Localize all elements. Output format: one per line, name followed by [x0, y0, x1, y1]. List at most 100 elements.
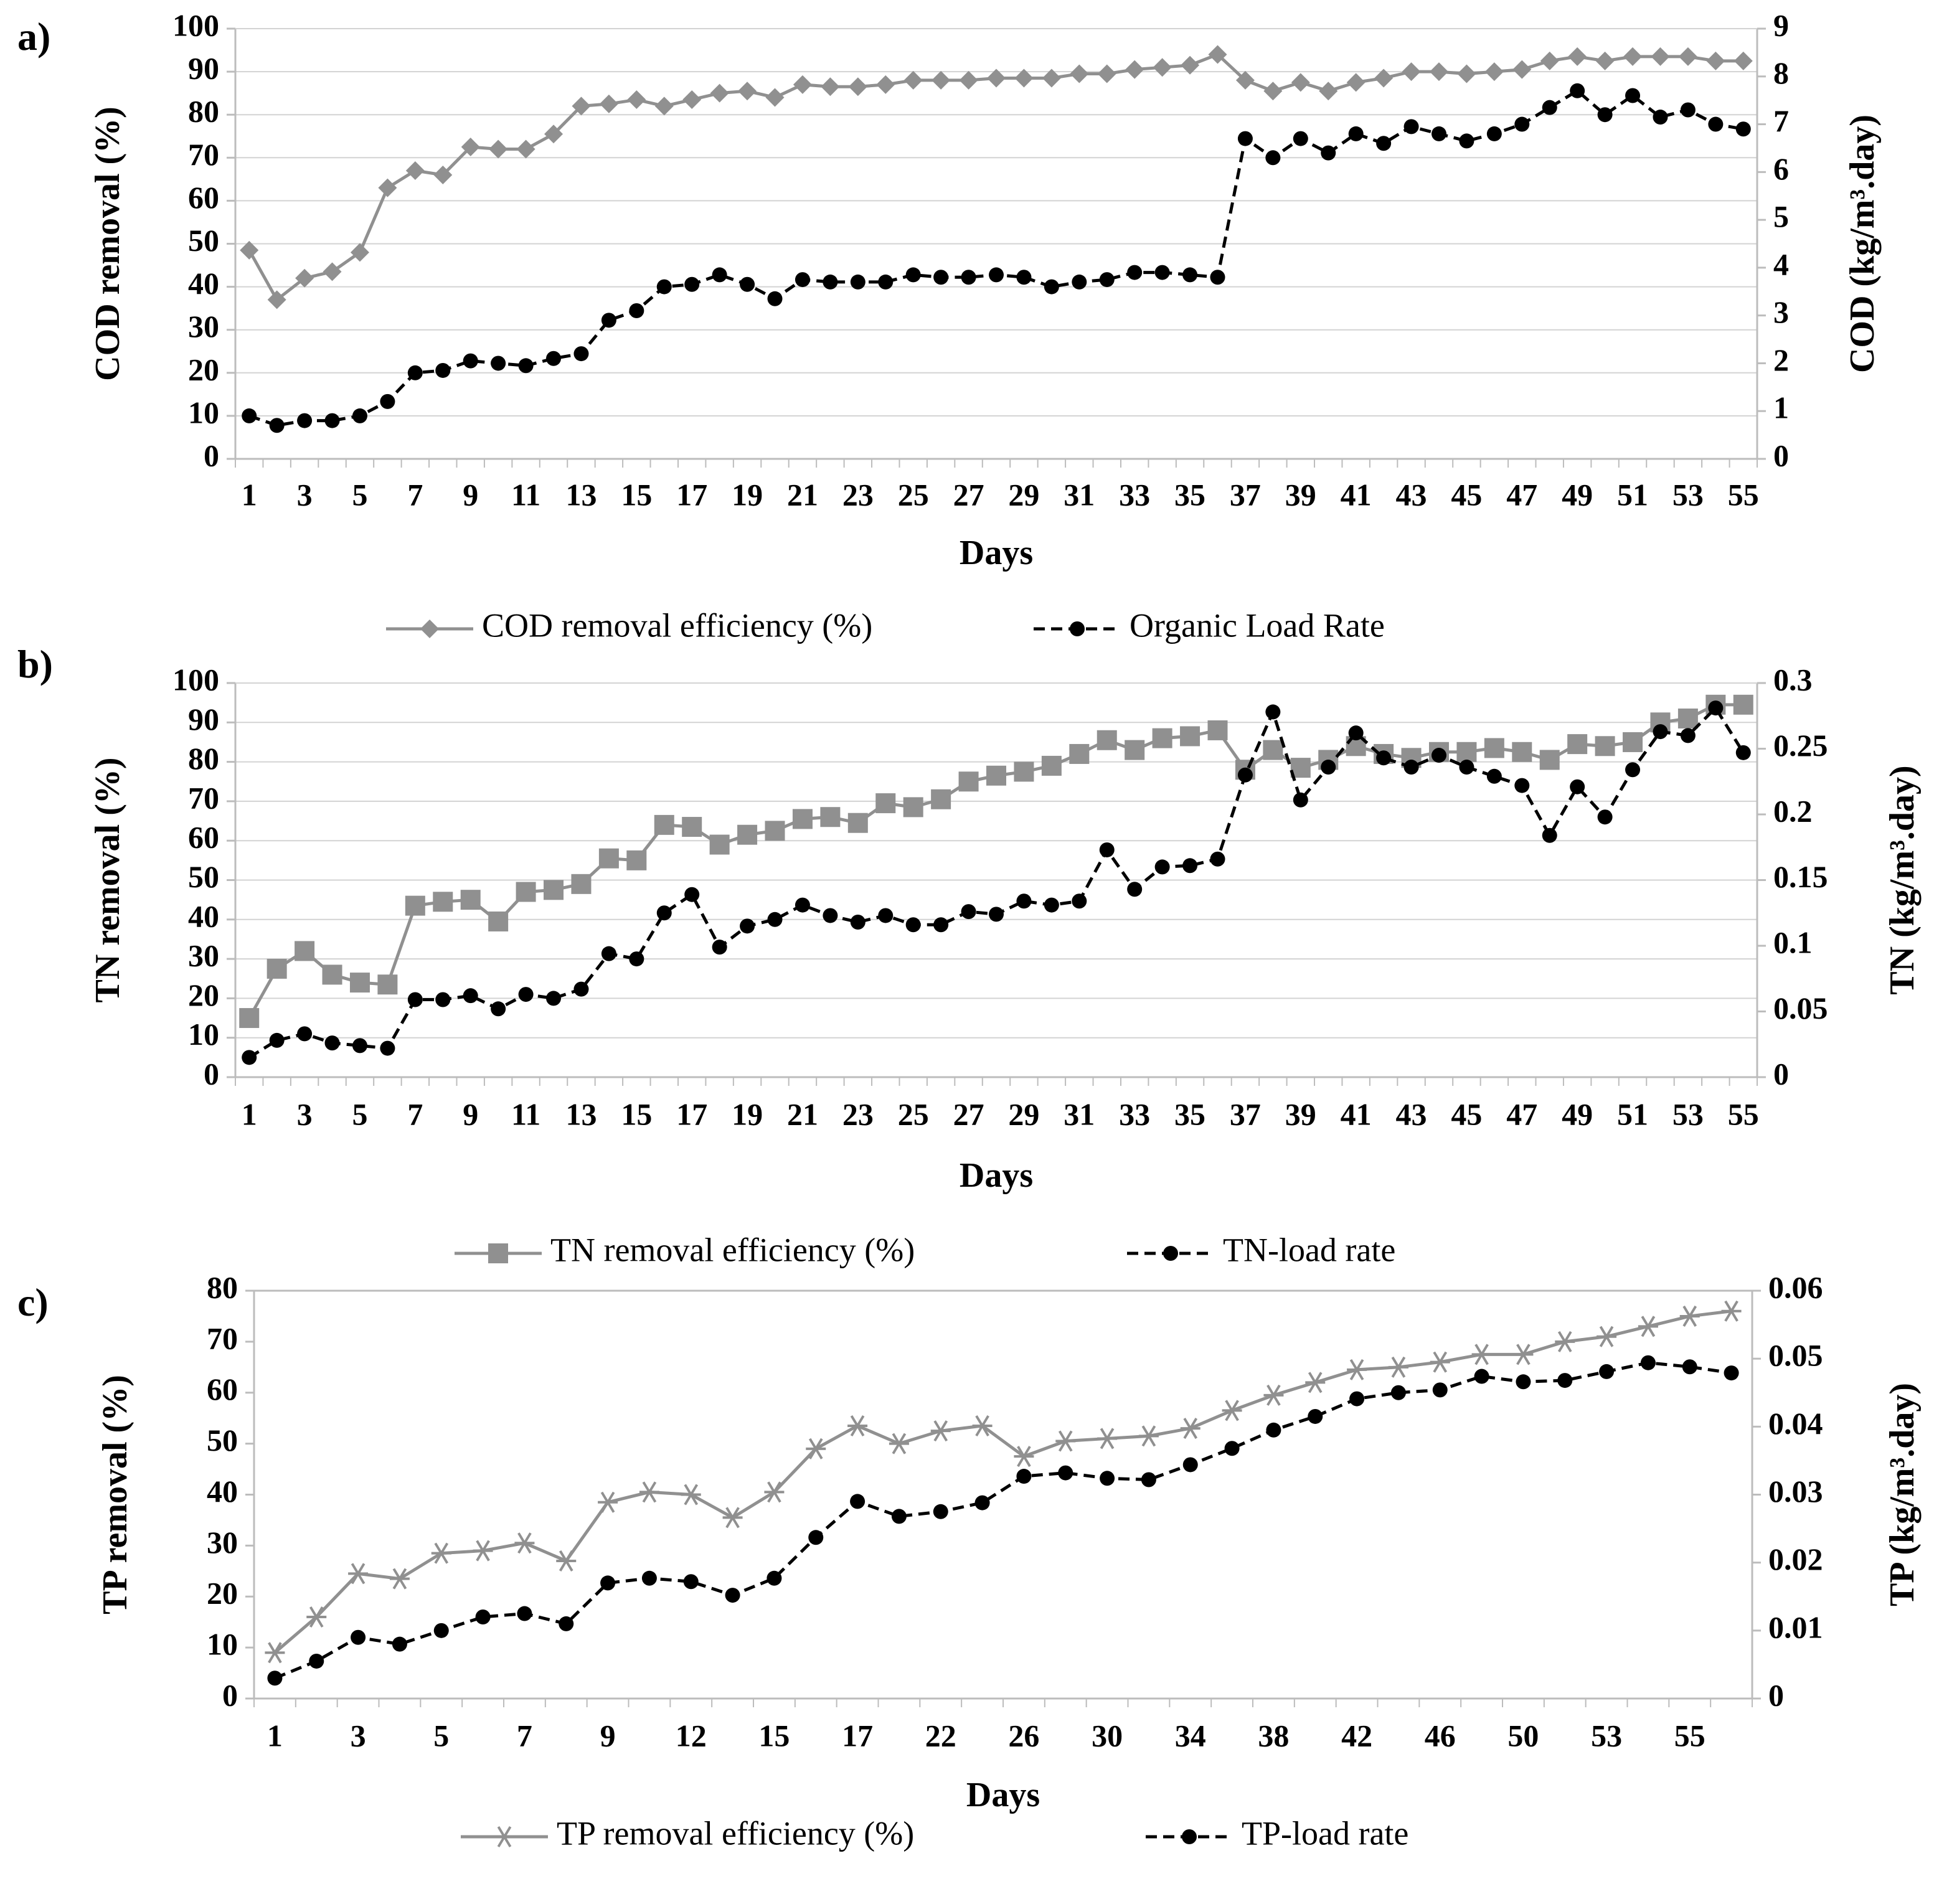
data-point	[1016, 270, 1032, 285]
data-point	[1349, 1391, 1365, 1407]
data-point	[1263, 82, 1283, 101]
data-point	[1640, 1355, 1656, 1370]
y-tick-label-right: 6	[1773, 151, 1789, 186]
x-axis-title: Days	[966, 1776, 1040, 1814]
data-point	[546, 351, 562, 366]
panel-b-label: b)	[17, 642, 53, 686]
data-point	[297, 413, 313, 428]
data-point	[392, 1636, 407, 1652]
data-point	[1180, 1418, 1200, 1440]
y-tick-label-left: 90	[188, 51, 219, 86]
data-point	[1402, 62, 1421, 82]
data-point	[435, 992, 451, 1007]
data-point	[1263, 1384, 1284, 1406]
data-point	[352, 1038, 367, 1053]
series-1	[242, 83, 1751, 433]
legend-item: TP removal efficiency (%)	[461, 1814, 914, 1852]
data-point	[629, 951, 644, 967]
data-point	[352, 408, 367, 423]
data-point	[1138, 1425, 1159, 1447]
data-point	[1708, 700, 1724, 716]
data-point	[1348, 126, 1364, 141]
x-tick-label: 35	[1174, 477, 1205, 512]
x-tick-label: 53	[1672, 1096, 1704, 1131]
x-tick-label: 37	[1230, 477, 1261, 512]
data-point	[1429, 62, 1448, 82]
data-point	[598, 1491, 618, 1513]
data-point	[473, 1540, 493, 1562]
x-tick-label: 45	[1451, 1096, 1482, 1131]
x-tick-label: 12	[676, 1718, 707, 1753]
data-point	[654, 814, 674, 835]
chart-panel-2: 0 10 20 30 40 50 60 70 80 0 0.01 0.02 0.03 0.04 0.05 0.…	[96, 1270, 1922, 1852]
data-point	[1542, 827, 1557, 843]
data-point	[972, 1415, 993, 1436]
y-tick-label-right: 0.02	[1768, 1542, 1823, 1576]
data-point	[891, 1509, 907, 1524]
x-tick-label: 51	[1617, 1096, 1648, 1131]
data-point	[516, 882, 536, 902]
data-point	[764, 1481, 785, 1503]
x-tick-label: 33	[1119, 477, 1150, 512]
data-point	[1597, 107, 1613, 123]
x-tick-label: 19	[732, 477, 763, 512]
data-point	[269, 418, 285, 433]
x-tick-label: 7	[517, 1718, 532, 1753]
data-point	[876, 75, 895, 94]
data-point	[1653, 110, 1668, 125]
x-tick-label: 43	[1396, 1096, 1427, 1131]
data-point	[1097, 64, 1116, 83]
data-point	[1570, 779, 1585, 794]
data-point	[1180, 726, 1200, 747]
x-tick-label: 47	[1506, 477, 1537, 512]
data-point	[1374, 68, 1394, 88]
x-tick-label: 1	[242, 1096, 257, 1131]
data-point	[324, 1035, 340, 1051]
y-tick-label-left: 80	[188, 94, 219, 129]
data-point	[903, 70, 923, 90]
data-point	[1099, 842, 1115, 857]
y-tick-label-left: 80	[207, 1270, 238, 1304]
data-point	[297, 1026, 313, 1042]
x-tick-label: 11	[511, 477, 540, 512]
y-tick-label-right: 0.15	[1773, 859, 1828, 894]
y-tick-label-right: 0	[1773, 1056, 1789, 1091]
data-point	[847, 1415, 868, 1436]
data-point	[1474, 1369, 1489, 1384]
data-point	[488, 911, 509, 931]
data-point	[1042, 68, 1061, 88]
data-point	[1706, 51, 1725, 70]
data-point	[1265, 704, 1281, 720]
x-tick-label: 31	[1064, 1096, 1095, 1131]
y-axis-title-right: TN (kg/m³.day)	[1883, 765, 1922, 994]
legend-swatch-marker	[1070, 621, 1085, 636]
x-tick-label: 27	[953, 477, 984, 512]
data-point	[656, 905, 672, 921]
data-point	[823, 908, 838, 923]
x-tick-label: 46	[1425, 1718, 1456, 1753]
data-point	[930, 1420, 951, 1442]
y-tick-label-right: 0.01	[1768, 1609, 1823, 1644]
data-point	[601, 946, 616, 961]
y-tick-label-right: 0.3	[1773, 662, 1813, 697]
x-tick-label: 47	[1506, 1096, 1537, 1131]
data-point	[1237, 767, 1253, 783]
x-tick-label: 3	[297, 1096, 313, 1131]
x-tick-label: 7	[407, 1096, 423, 1131]
data-point	[1595, 51, 1615, 70]
data-point	[1235, 70, 1255, 90]
legend-item: TN-load rate	[1127, 1231, 1395, 1268]
data-point	[1678, 47, 1697, 66]
data-point	[875, 793, 896, 814]
data-point	[518, 987, 534, 1002]
data-point	[905, 917, 921, 933]
x-tick-label: 41	[1341, 1096, 1372, 1131]
y-tick-label-right: 0	[1768, 1677, 1784, 1712]
y-tick-label-right: 0.04	[1768, 1406, 1823, 1441]
x-tick-label: 53	[1672, 477, 1704, 512]
y-tick-label-left: 40	[188, 266, 219, 301]
x-tick-label: 27	[953, 1096, 984, 1131]
y-tick-label-left: 0	[222, 1677, 238, 1712]
x-tick-label: 21	[787, 1096, 818, 1131]
